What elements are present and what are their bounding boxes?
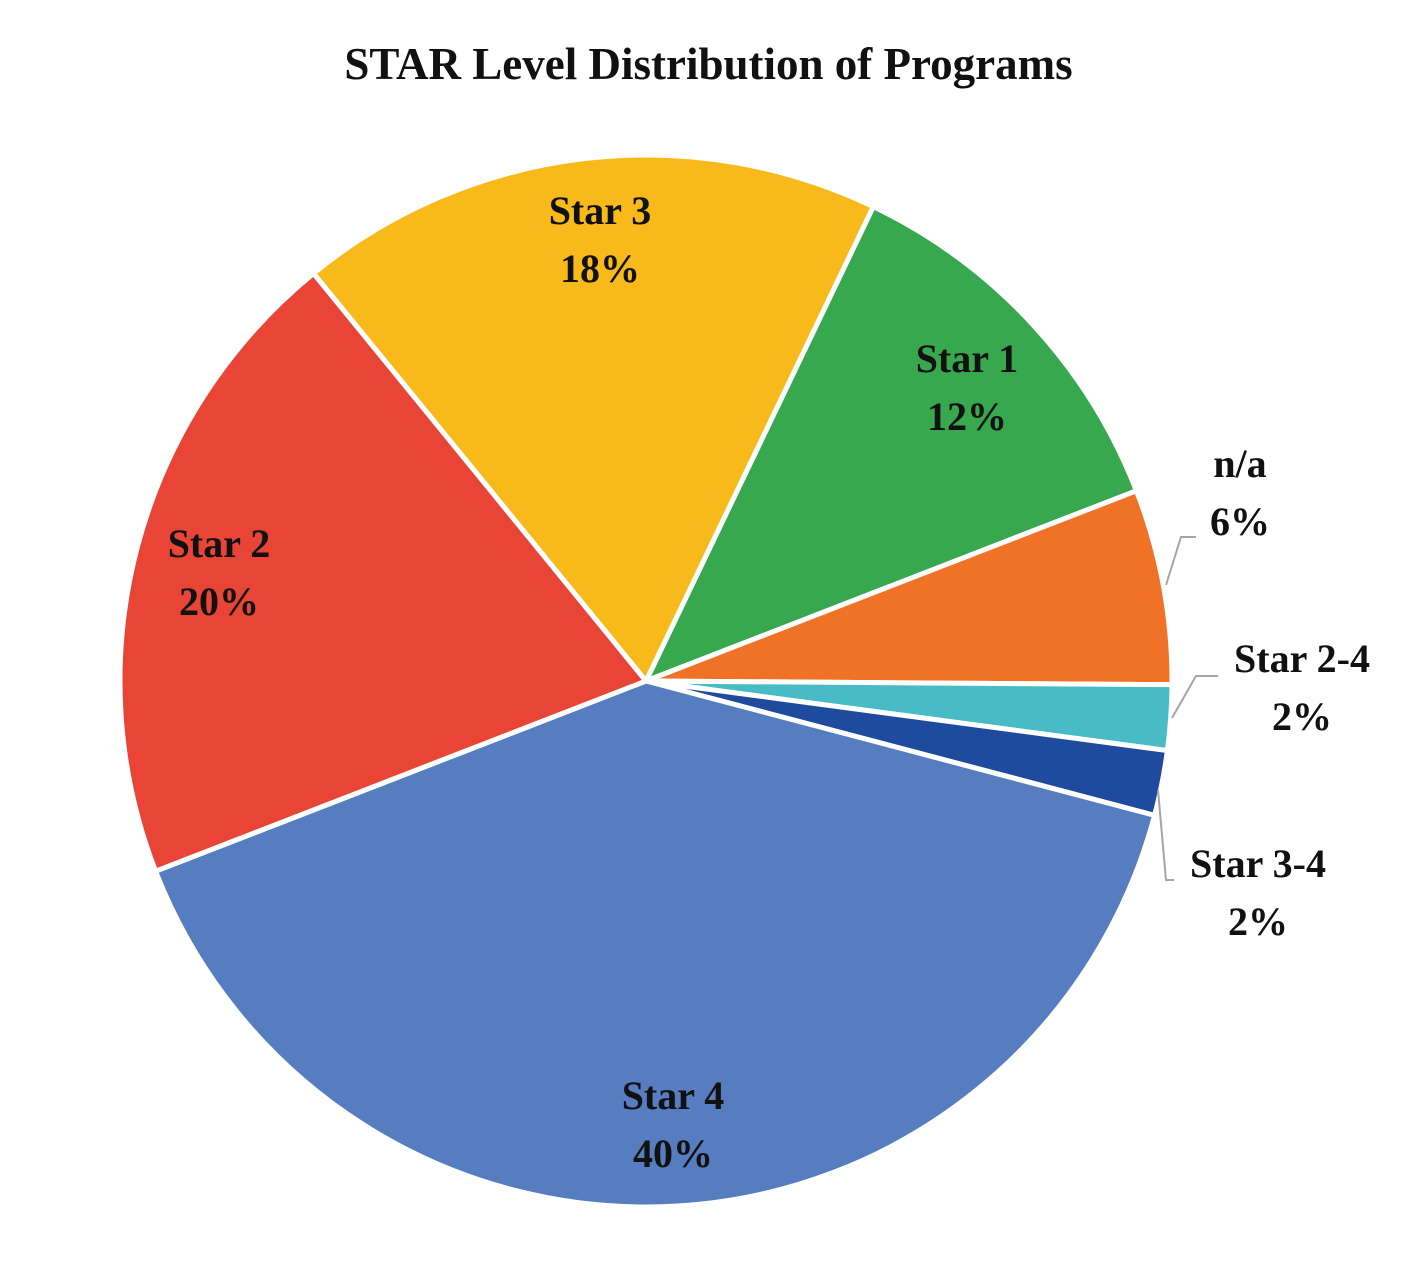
data-label-star-2-4: Star 2-4 — [1234, 636, 1370, 681]
data-percent-star-3: 18% — [560, 246, 640, 291]
data-percent-star-2: 20% — [179, 579, 259, 624]
data-percent-star-3-4: 2% — [1228, 899, 1288, 944]
pie-slice-star-4 — [153, 678, 1158, 1210]
data-label-n-a: n/a — [1213, 441, 1266, 486]
pie-slice-star-1 — [643, 204, 1139, 684]
data-label-star-3-4: Star 3-4 — [1190, 841, 1326, 886]
data-percent-star-4: 40% — [633, 1131, 713, 1176]
leader-line — [1157, 789, 1174, 881]
pie-slice-n-a — [643, 488, 1175, 688]
pie-slice-star-3 — [311, 152, 876, 684]
pie-slice-star-2 — [117, 270, 649, 874]
leader-line — [1165, 536, 1196, 586]
data-percent-n-a: 6% — [1210, 499, 1270, 544]
leader-line — [1171, 675, 1218, 719]
data-percent-star-1: 12% — [927, 394, 1007, 439]
data-label-star-3: Star 3 — [549, 188, 652, 233]
data-label-star-4: Star 4 — [622, 1073, 725, 1118]
data-percent-star-2-4: 2% — [1272, 694, 1332, 739]
chart-title: STAR Level Distribution of Programs — [344, 39, 1073, 89]
data-label-star-1: Star 1 — [916, 336, 1019, 381]
data-label-star-2: Star 2 — [168, 521, 271, 566]
